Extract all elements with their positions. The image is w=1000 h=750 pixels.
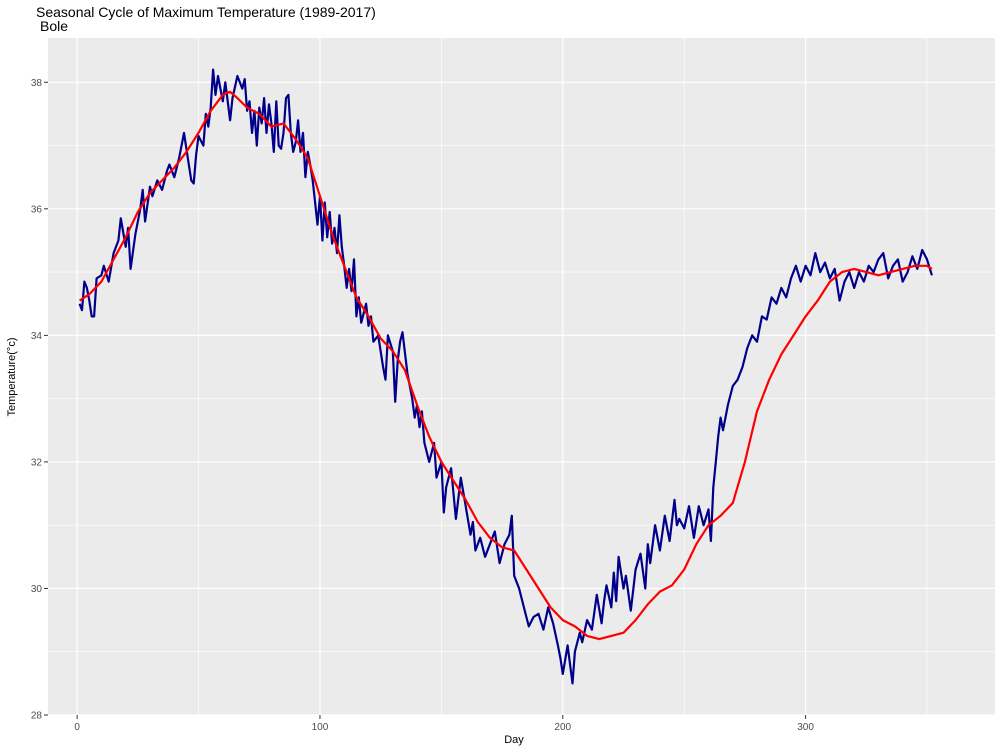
y-axis-ticks: 28 30 32 34 36 38 [31, 78, 48, 722]
x-axis-title: Day [504, 734, 524, 746]
chart-subtitle: Bole [40, 18, 68, 34]
major-gridlines [48, 38, 995, 716]
plot-panel [48, 38, 995, 715]
y-tick-label: 28 [31, 711, 43, 722]
series-observed-line [78, 68, 933, 685]
y-tick-label: 32 [31, 457, 43, 468]
series-smoothed-line [78, 90, 933, 641]
x-tick-label: 100 [312, 722, 329, 733]
y-tick-label: 34 [31, 331, 43, 342]
x-tick-label: 300 [797, 722, 814, 733]
chart-title: Seasonal Cycle of Maximum Temperature (1… [36, 4, 376, 20]
y-axis-title: Temperature(°c) [6, 338, 18, 417]
y-tick-label: 38 [31, 78, 43, 89]
y-tick-label: 30 [31, 584, 43, 595]
minor-gridlines [48, 38, 995, 715]
x-tick-label: 200 [554, 722, 571, 733]
y-tick-label: 36 [31, 204, 43, 215]
x-tick-label: 0 [74, 722, 80, 733]
x-axis-ticks: 0 100 200 300 [74, 715, 814, 733]
